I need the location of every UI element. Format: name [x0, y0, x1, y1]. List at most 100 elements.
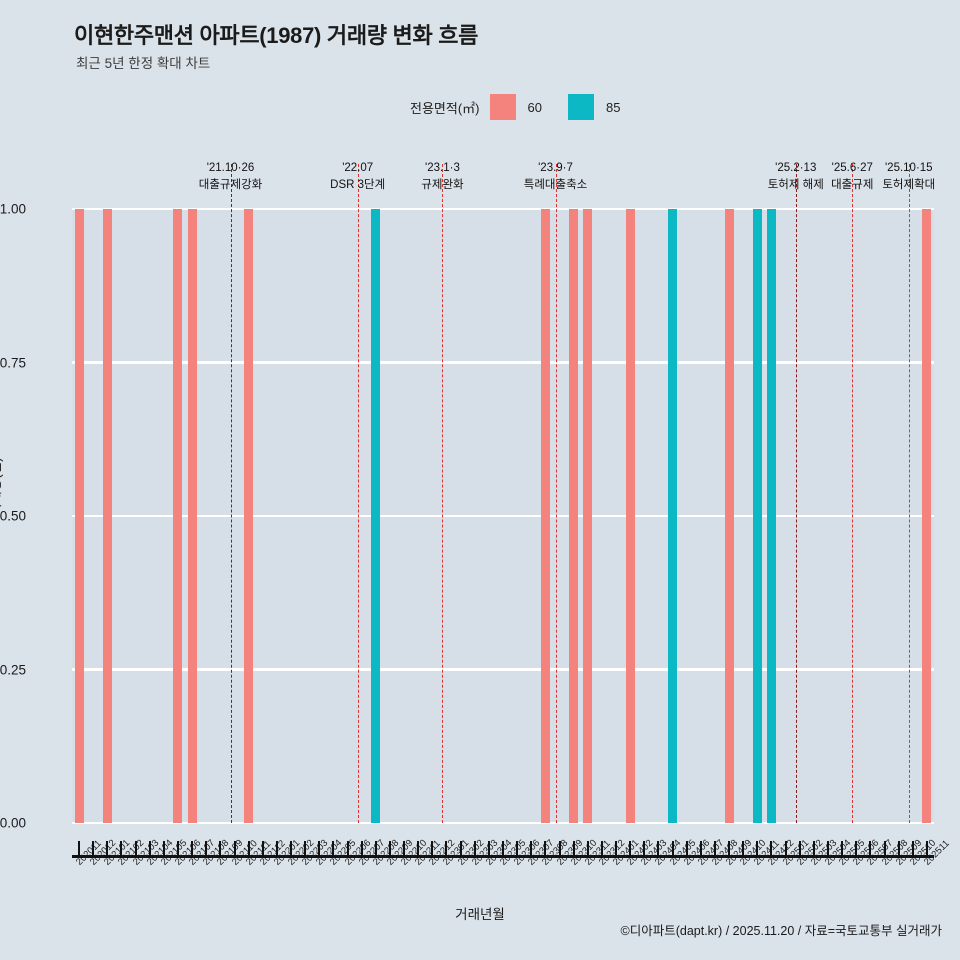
annotation-label: '25.10·15 토허제확대 [882, 160, 935, 194]
bar-60-202011[interactable] [74, 209, 84, 823]
footer-credit: ©디아파트(dapt.kr) / 2025.11.20 / 자료=국토교통부 실… [620, 924, 943, 938]
annotation-line [230, 164, 232, 823]
x-axis-tick-mark [657, 841, 660, 855]
x-axis-tick-mark [304, 841, 307, 855]
annotation-label: '22.07 DSR 3단계 [330, 160, 385, 194]
chart-legend: 전용면적(㎡) 60 85 [410, 94, 620, 120]
x-axis-line [72, 855, 934, 858]
x-axis-tick-mark [643, 841, 646, 855]
annotation-line [908, 164, 910, 823]
bar-60-202409[interactable] [724, 209, 734, 823]
annotation-line [442, 164, 444, 823]
bar-85-202411[interactable] [752, 209, 762, 823]
annotation-date: '21.10·26 [206, 162, 255, 174]
legend-swatch-85 [567, 94, 594, 120]
bar-60-202511[interactable] [922, 209, 932, 823]
x-axis-tick-mark [487, 841, 490, 855]
x-axis-tick-mark [558, 841, 561, 855]
annotation-text: 토허제 해제 [767, 179, 824, 191]
x-axis-tick-mark [742, 841, 745, 855]
annotation-line [357, 164, 359, 823]
annotation-date: '23.9·7 [538, 162, 573, 174]
bar-60-202106[interactable] [173, 209, 183, 823]
x-axis-tick-mark [360, 841, 363, 855]
x-axis-tick-mark [516, 841, 519, 855]
bar-85-202412[interactable] [766, 209, 776, 823]
x-axis-tick-mark [106, 841, 109, 855]
x-axis-tick-mark [261, 841, 264, 855]
bar-85-202208[interactable] [371, 209, 381, 823]
x-axis-tick-mark [388, 841, 391, 855]
x-axis-tick-mark [445, 841, 448, 855]
gridline [72, 361, 934, 364]
x-axis-tick-mark [869, 841, 872, 855]
x-axis-tick-mark [459, 841, 462, 855]
gridline [72, 207, 934, 211]
annotation-text: 대출규제강화 [198, 179, 263, 191]
x-axis-tick-mark [530, 841, 533, 855]
x-axis-tick-mark [812, 841, 815, 855]
x-axis-tick-mark [473, 841, 476, 855]
x-axis-tick-mark [403, 841, 406, 855]
x-axis-tick-mark [841, 841, 844, 855]
x-axis-tick-mark [191, 841, 194, 855]
bar-60-202107[interactable] [187, 209, 197, 823]
gridline [72, 668, 934, 671]
x-axis-tick-mark [120, 841, 123, 855]
annotation-date: '25.2·13 [775, 162, 817, 174]
x-axis-tick-mark [205, 841, 208, 855]
annotation-date: '25.10·15 [884, 162, 933, 174]
x-axis-label: 거래년월 [455, 907, 505, 922]
x-axis-tick-mark [883, 841, 886, 855]
x-axis-tick-mark [600, 841, 603, 855]
x-axis-tick-mark [756, 841, 759, 855]
y-axis-tick-label: 0.75 [0, 355, 26, 370]
legend-label-60: 60 [527, 99, 542, 115]
x-axis-tick-mark [78, 841, 81, 855]
x-axis-tick-mark [233, 841, 236, 855]
annotation-label: '25.2·13 토허제 해제 [768, 160, 824, 194]
x-axis-tick-mark [699, 841, 702, 855]
x-axis-tick-mark [318, 841, 321, 855]
x-axis-tick-mark [925, 841, 928, 855]
x-axis-tick-mark [897, 841, 900, 855]
bar-60-202111[interactable] [244, 209, 254, 823]
bar-60-202308[interactable] [540, 209, 550, 823]
annotation-text: 토허제확대 [882, 179, 936, 191]
annotation-label: '23.1·3 규제완화 [421, 160, 463, 194]
x-axis-tick-mark [176, 841, 179, 855]
annotation-label: '23.9·7 특례대출축소 [524, 160, 587, 194]
bar-60-202402[interactable] [625, 209, 635, 823]
annotation-label: '21.10·26 대출규제강화 [199, 160, 262, 194]
x-axis-tick-mark [911, 841, 914, 855]
x-axis-tick-mark [332, 841, 335, 855]
x-axis-tick-mark [247, 841, 250, 855]
x-axis-tick-mark [713, 841, 716, 855]
bar-60-202101[interactable] [102, 209, 112, 823]
x-axis-tick-mark [572, 841, 575, 855]
x-axis-tick-mark [544, 841, 547, 855]
page-subtitle: 최근 5년 한정 확대 차트 [76, 56, 211, 71]
x-axis-tick-mark [615, 841, 618, 855]
x-axis-tick-mark [275, 841, 278, 855]
bar-60-202310[interactable] [569, 209, 579, 823]
x-axis-tick-mark [162, 841, 165, 855]
y-axis-tick-label: 1.00 [0, 201, 26, 217]
annotation-line [852, 164, 854, 823]
annotation-line [555, 164, 557, 823]
x-axis-tick-mark [134, 841, 137, 855]
bar-85-202405[interactable] [668, 209, 678, 823]
y-axis-tick-label: 0.00 [0, 815, 26, 831]
annotation-label: '25.6·27 대출규제 [831, 160, 873, 194]
y-axis-label: 거래량(건) [0, 457, 3, 516]
x-axis-tick-mark [784, 841, 787, 855]
annotation-text: 규제완화 [421, 179, 464, 191]
x-axis-tick-mark [827, 841, 830, 855]
x-axis-tick-mark [148, 841, 151, 855]
gridline [72, 514, 934, 518]
x-axis-tick-mark [586, 841, 589, 855]
annotation-date: '25.6·27 [831, 162, 873, 174]
y-axis-tick-label: 0.25 [0, 662, 26, 677]
legend-swatch-60 [489, 94, 516, 120]
bar-60-202311[interactable] [583, 209, 593, 823]
